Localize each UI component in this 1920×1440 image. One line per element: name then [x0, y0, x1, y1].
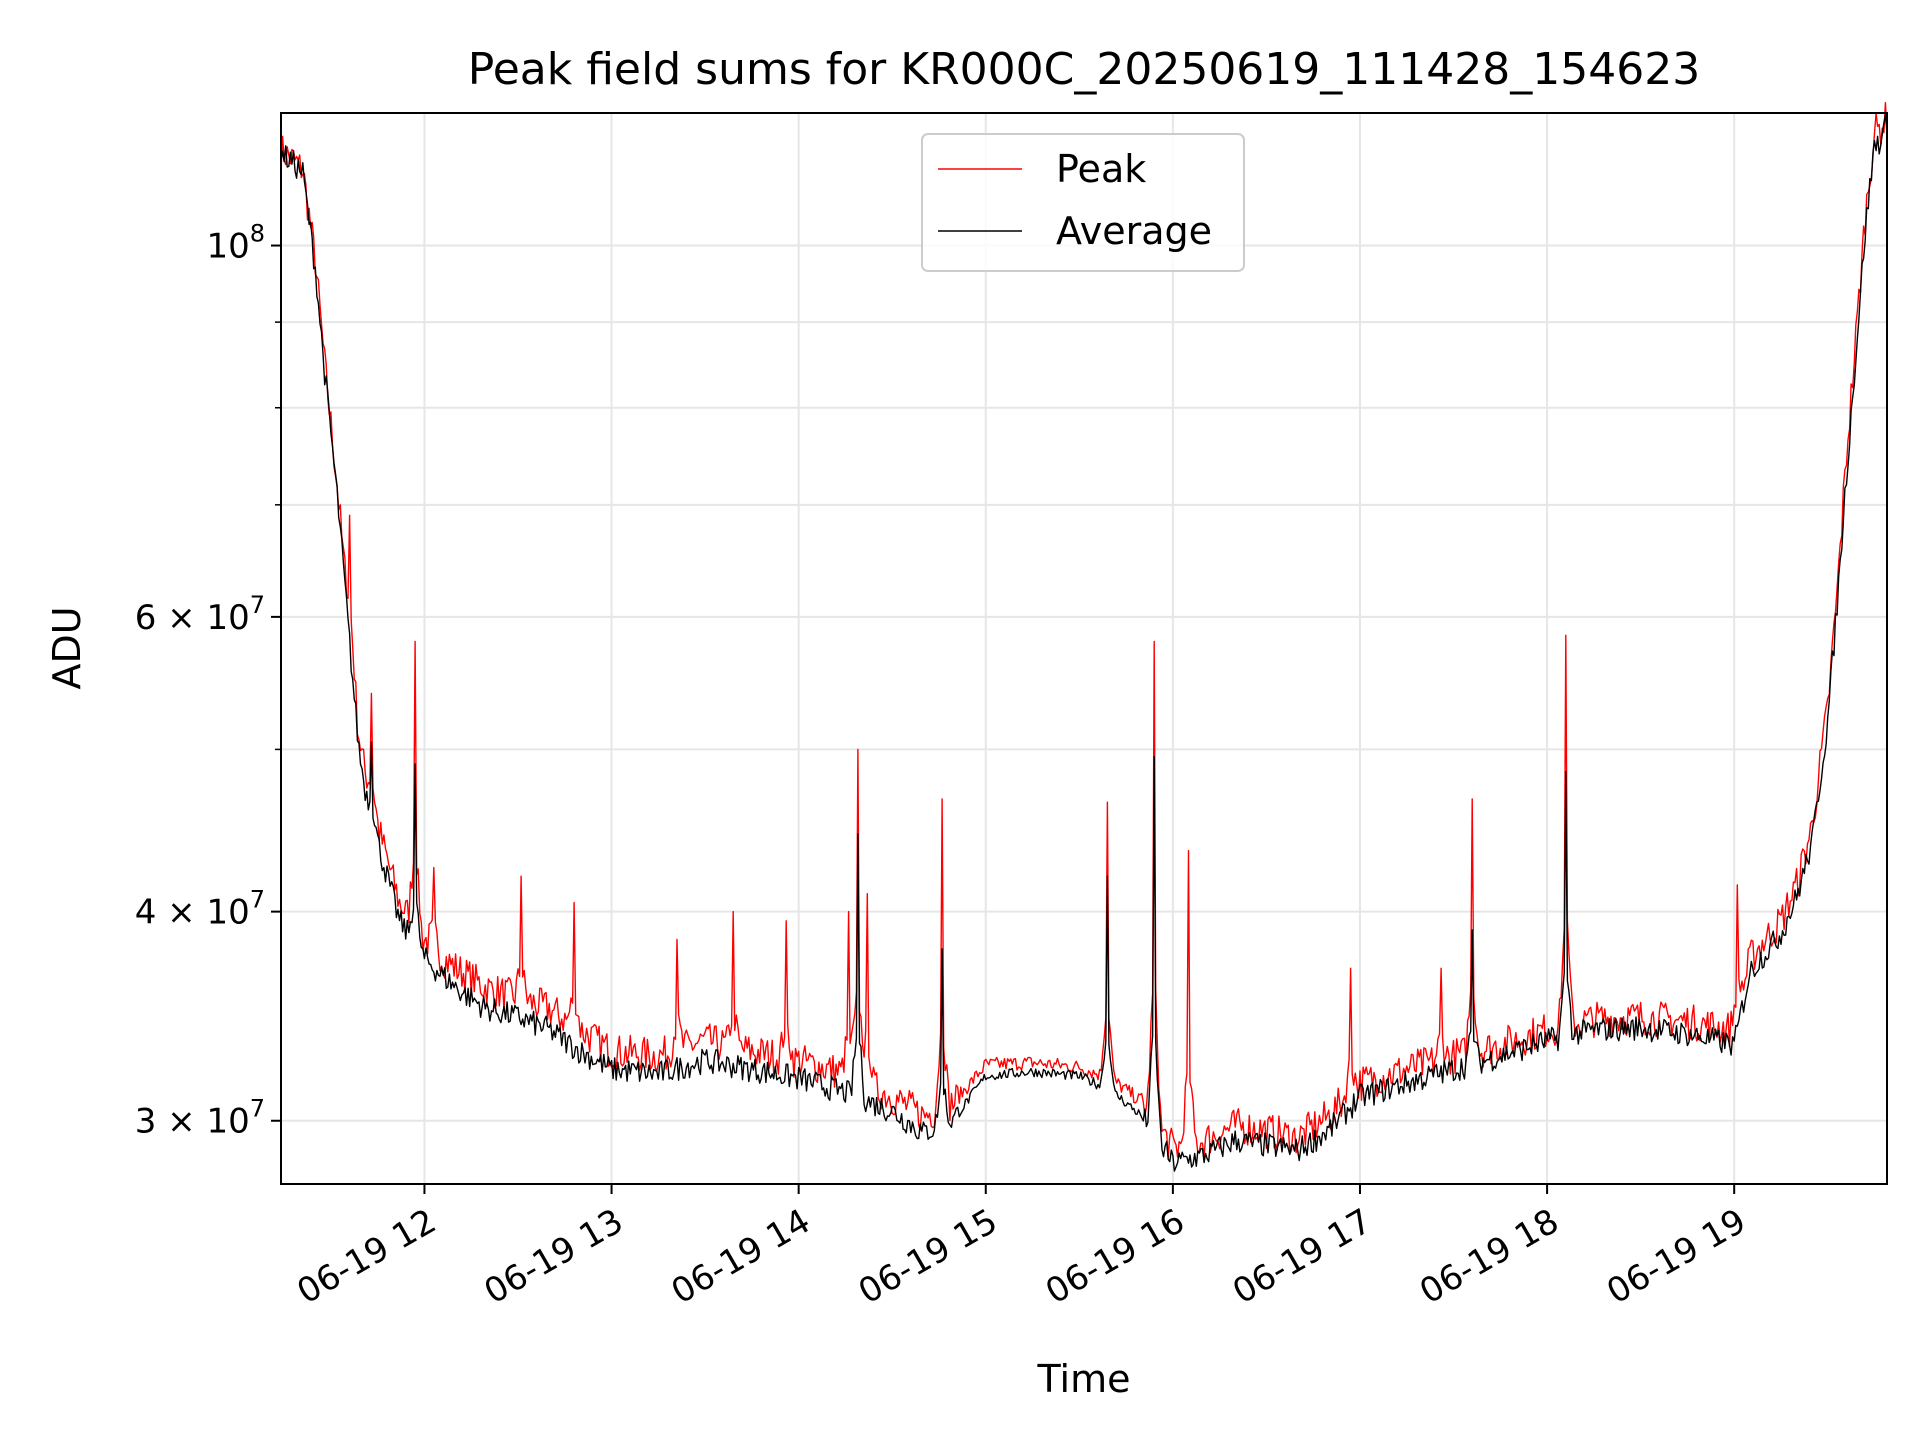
- legend-label-average: Average: [1056, 209, 1212, 253]
- legend: Peak Average: [921, 133, 1245, 272]
- y-tick-label: 3 × 107: [135, 1095, 265, 1142]
- series-layer: [280, 102, 1888, 1172]
- series-line-peak: [280, 102, 1888, 1159]
- x-axis-label: Time: [1037, 1357, 1131, 1401]
- y-axis-label: ADU: [45, 606, 89, 689]
- y-tick-label: 4 × 107: [135, 886, 265, 933]
- series-line-average: [280, 114, 1888, 1172]
- grid: [281, 113, 1887, 1184]
- y-tick-label: 108: [206, 220, 265, 267]
- legend-label-peak: Peak: [1056, 147, 1146, 191]
- chart-title: Peak field sums for KR000C_20250619_1114…: [468, 44, 1700, 95]
- plot-frame: [280, 112, 1888, 1185]
- y-tick-label: 6 × 107: [135, 591, 265, 638]
